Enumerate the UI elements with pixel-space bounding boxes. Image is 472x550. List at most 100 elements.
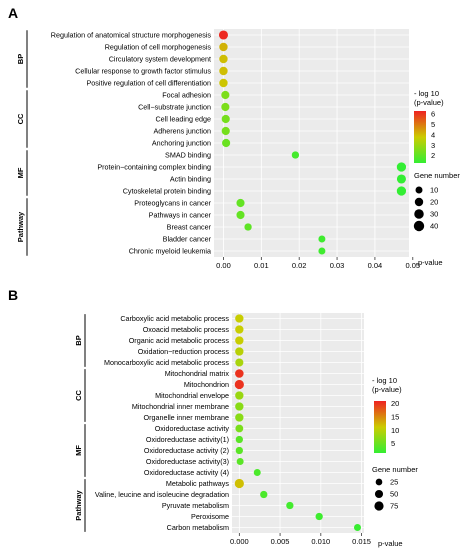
panel-b: B Carboxylic acid metabolic process Oxoac… bbox=[8, 287, 418, 548]
panel-b-color-legend-ticks: 5 10 15 20 bbox=[386, 399, 399, 448]
panel-a-grid bbox=[214, 29, 414, 257]
data-point bbox=[291, 151, 300, 159]
term-label: Cell−substrate junction bbox=[138, 103, 211, 112]
term-label: Chronic myeloid leukemia bbox=[129, 247, 211, 256]
size-legend-dot bbox=[374, 489, 384, 499]
term-label: Oxoacid metabolic process bbox=[143, 325, 230, 334]
term-label: Breast cancer bbox=[167, 223, 212, 232]
group-label: CC bbox=[16, 113, 25, 124]
size-legend-label: 25 bbox=[390, 478, 398, 487]
size-legend-label: 20 bbox=[430, 198, 438, 207]
data-point bbox=[235, 391, 244, 400]
term-label: Regulation of anatomical structure morph… bbox=[51, 31, 212, 40]
group-label: Pathway bbox=[16, 211, 25, 242]
size-legend-label: 10 bbox=[430, 186, 438, 195]
panel-a-size-legend-title: Gene number bbox=[414, 171, 460, 180]
color-legend-tick: 6 bbox=[431, 110, 435, 119]
panel-b-size-legend-title: Gene number bbox=[372, 465, 418, 474]
panel-b-legends: - log 10 (p-value) 5 10 15 20 Gene number 25… bbox=[372, 376, 418, 511]
data-point bbox=[219, 54, 228, 64]
panel-b-grid bbox=[232, 313, 364, 533]
panel-a-group-brackets: BP CC MF Pathway bbox=[16, 30, 28, 256]
size-legend-dot bbox=[414, 209, 424, 219]
color-legend-tick: 5 bbox=[391, 439, 395, 448]
data-point bbox=[244, 223, 252, 231]
panel-a-x-axis-label: p-value bbox=[418, 258, 443, 267]
panel-b-dots bbox=[234, 314, 361, 531]
term-label: Metabolic pathways bbox=[166, 479, 230, 488]
x-tick-label: 0.005 bbox=[271, 537, 290, 546]
data-point bbox=[396, 174, 406, 184]
term-label: Mitochondrial envelope bbox=[155, 391, 229, 400]
panel-b-group-brackets: BP CC MF Pathway bbox=[74, 314, 86, 532]
term-label: Carbon metabolism bbox=[167, 523, 229, 532]
panel-a-term-labels: Regulation of anatomical structure morph… bbox=[51, 31, 212, 256]
x-tick-label: 0.01 bbox=[254, 261, 269, 270]
term-label: Adherens junction bbox=[153, 127, 211, 136]
x-tick-label: 0.05 bbox=[405, 261, 420, 270]
data-point bbox=[219, 42, 228, 52]
group-label: CC bbox=[74, 390, 83, 401]
group-label: MF bbox=[74, 445, 83, 456]
color-legend-tick: 10 bbox=[391, 426, 399, 435]
term-label: Organic acid metabolic process bbox=[129, 336, 230, 345]
term-label: Cell leading edge bbox=[155, 115, 211, 124]
term-label: Cytoskeletal protein binding bbox=[123, 187, 211, 196]
data-point bbox=[396, 186, 407, 196]
color-legend-tick: 5 bbox=[431, 120, 435, 129]
term-label: Regulation of cell morphogenesis bbox=[105, 43, 212, 52]
x-tick-label: 0.04 bbox=[368, 261, 383, 270]
term-label: Proteoglycans in cancer bbox=[134, 199, 211, 208]
size-legend-label: 50 bbox=[390, 490, 398, 499]
x-tick-label: 0.03 bbox=[330, 261, 345, 270]
group-label: BP bbox=[74, 335, 83, 345]
size-legend-label: 40 bbox=[430, 222, 438, 231]
data-point bbox=[318, 247, 326, 255]
data-point bbox=[353, 524, 361, 531]
panel-b-color-legend-title: - log 10 (p-value) bbox=[372, 376, 402, 394]
term-label: Pathways in cancer bbox=[149, 211, 212, 220]
panel-b-color-gradient bbox=[374, 401, 386, 453]
term-label: Anchoring junction bbox=[152, 139, 211, 148]
size-legend-label: 30 bbox=[430, 210, 438, 219]
data-point bbox=[253, 469, 261, 476]
term-label: Valine, leucine and isoleucine degradati… bbox=[95, 490, 229, 499]
term-label: SMAD binding bbox=[165, 151, 211, 160]
size-legend-dot bbox=[374, 501, 384, 511]
panel-a-x-ticks: 0.00 0.01 0.02 0.03 0.04 0.05 bbox=[216, 257, 420, 270]
data-point bbox=[318, 235, 326, 243]
panel-b-term-labels: Carboxylic acid metabolic process Oxoacid… bbox=[95, 314, 230, 532]
data-point bbox=[221, 102, 230, 112]
color-legend-tick: 3 bbox=[431, 141, 435, 150]
term-label: Protein−containing complex binding bbox=[97, 163, 211, 172]
data-point bbox=[221, 114, 230, 124]
term-label: Mitochondrion bbox=[184, 380, 229, 389]
x-tick-label: 0.015 bbox=[352, 537, 371, 546]
panel-b-x-ticks: 0.000 0.005 0.010 0.015 bbox=[230, 533, 371, 546]
data-point bbox=[236, 198, 245, 208]
data-point bbox=[235, 413, 244, 422]
panel-a-color-legend-title: - log 10 (p-value) bbox=[414, 89, 444, 107]
data-point bbox=[222, 138, 231, 148]
panel-a-size-legend-items: 10 20 30 40 bbox=[413, 186, 438, 232]
term-label: Peroxisome bbox=[191, 512, 229, 521]
term-label: Positive regulation of cell differentiat… bbox=[86, 79, 211, 88]
term-label: Organelle inner membrane bbox=[144, 413, 230, 422]
color-legend-tick: 4 bbox=[431, 130, 435, 139]
term-label: Focal adhesion bbox=[162, 91, 211, 100]
term-label: Oxidoreductase activity (2) bbox=[144, 446, 229, 455]
term-label: Pyruvate metabolism bbox=[162, 501, 229, 510]
term-label: Oxidoreductase activity(3) bbox=[146, 457, 229, 466]
color-legend-title-line: (p-value) bbox=[372, 385, 402, 394]
size-legend-dot bbox=[415, 186, 423, 194]
data-point bbox=[235, 424, 244, 433]
data-point bbox=[315, 512, 323, 521]
data-point bbox=[235, 347, 244, 356]
x-tick-label: 0.02 bbox=[292, 261, 307, 270]
term-label: Carboxylic acid metabolic process bbox=[120, 314, 229, 323]
term-label: Bladder cancer bbox=[163, 235, 212, 244]
data-point bbox=[219, 78, 228, 88]
data-point bbox=[235, 336, 244, 345]
term-label: Cellular response to growth factor stimu… bbox=[75, 67, 211, 76]
panel-a-color-gradient bbox=[414, 111, 426, 163]
